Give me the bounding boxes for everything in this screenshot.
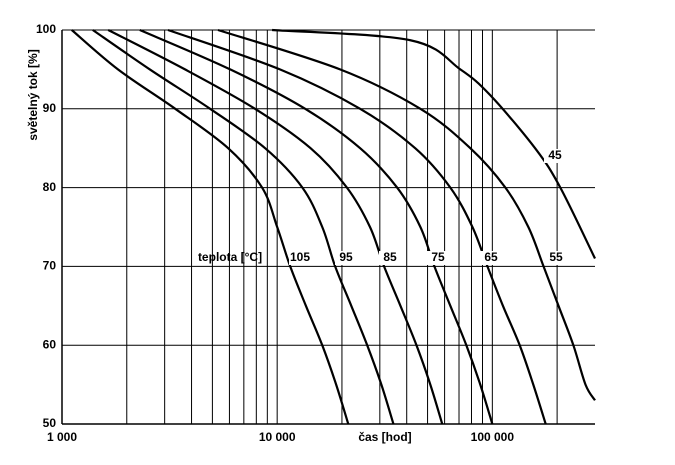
curve <box>92 29 395 425</box>
series-label: 105 <box>290 250 310 264</box>
label-bg <box>335 251 357 265</box>
curve <box>167 28 547 425</box>
y-tick-label: 60 <box>43 337 57 351</box>
y-tick-label: 80 <box>43 180 57 194</box>
series-label: 65 <box>484 250 498 264</box>
curve <box>139 28 494 425</box>
x-tick-label: 1 000 <box>47 430 77 444</box>
label-bg <box>427 251 449 265</box>
series-label: 55 <box>549 250 563 264</box>
y-axis-label: světelný tok [%] <box>26 49 40 140</box>
annotation: teplota [°C] <box>198 250 262 264</box>
label-bg <box>289 251 311 265</box>
x-tick-label: 10 000 <box>259 430 296 444</box>
x-axis-label: čas [hod] <box>358 430 411 444</box>
series-label: 75 <box>431 250 445 264</box>
y-tick-label: 70 <box>43 259 57 273</box>
series-label: 85 <box>383 250 397 264</box>
curve <box>217 28 596 401</box>
label-bg <box>544 149 566 163</box>
x-tick-label: 100 000 <box>471 430 515 444</box>
curve <box>107 29 444 425</box>
y-tick-label: 100 <box>36 22 56 36</box>
y-tick-label: 90 <box>43 101 57 115</box>
label-bg <box>480 251 502 265</box>
curve <box>71 29 350 425</box>
curve <box>271 28 596 260</box>
series-label: 45 <box>548 148 562 162</box>
series-label: 95 <box>339 250 353 264</box>
label-bg <box>545 251 567 265</box>
label-bg <box>379 251 401 265</box>
y-tick-label: 50 <box>43 416 57 430</box>
